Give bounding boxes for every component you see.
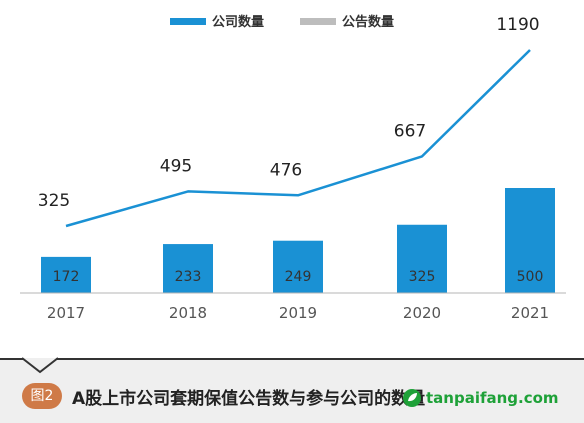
- x-tick-2018: 2018: [169, 304, 207, 322]
- legend-label-company: 公司数量: [212, 14, 264, 30]
- bar-value-label-2021: 500: [517, 269, 544, 285]
- bar-2021: [505, 188, 555, 293]
- bar-2020: [397, 224, 447, 293]
- line-value-label-2018: 495: [160, 156, 192, 176]
- site-watermark: tanpaifang.com: [402, 388, 559, 408]
- bar-value-label-2018: 233: [175, 269, 202, 285]
- x-tick-2020: 2020: [403, 304, 441, 322]
- bar-2018: [163, 244, 213, 293]
- figure-caption: A股上市公司套期保值公告数与参与公司的数量: [72, 389, 426, 409]
- x-tick-2019: 2019: [279, 304, 317, 322]
- legend-swatch-announcement: [300, 18, 336, 25]
- bar-2017: [41, 256, 91, 293]
- chart-legend: 公司数量 公告数量: [170, 14, 394, 30]
- watermark-text: tanpaifang.com: [426, 389, 559, 407]
- caption-bar: [0, 357, 584, 423]
- x-tick-2021: 2021: [511, 304, 549, 322]
- caption-notch-icon: [21, 357, 59, 374]
- legend-label-announcement: 公告数量: [342, 14, 394, 30]
- line-value-label-2021: 1190: [496, 15, 539, 35]
- bar-value-label-2017: 172: [53, 269, 80, 285]
- bar-series: [41, 188, 555, 293]
- figure-badge: 图2: [22, 383, 62, 409]
- data-labels: 172 233 249 325 500 325 495 476 667 1190: [38, 15, 544, 285]
- line-value-label-2020: 667: [394, 121, 426, 141]
- line-value-label-2017: 325: [38, 191, 70, 211]
- bar-value-label-2019: 249: [285, 269, 312, 285]
- announcement-count-line: [65, 49, 531, 228]
- line-value-label-2019: 476: [270, 160, 302, 180]
- chart-canvas: 公司数量 公告数量 172 233 249 325 500 325 495 476 667 1190…: [20, 14, 566, 322]
- bar-value-label-2020: 325: [409, 269, 436, 285]
- leaf-logo-icon: [403, 389, 421, 407]
- x-axis-tick-labels: 2017 2018 2019 2020 2021: [47, 304, 549, 322]
- line-series: [65, 49, 531, 228]
- x-tick-2017: 2017: [47, 304, 85, 322]
- bar-2019: [273, 240, 323, 293]
- legend-swatch-company: [170, 18, 206, 25]
